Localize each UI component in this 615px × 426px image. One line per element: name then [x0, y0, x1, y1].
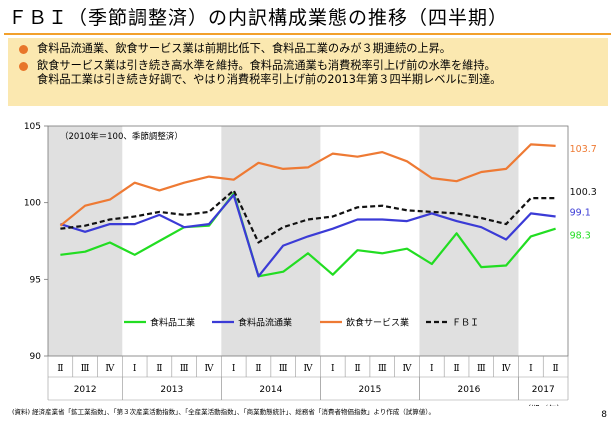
legend-label: 食料品流通業 — [238, 317, 292, 329]
quarter-label: Ⅱ — [255, 364, 261, 374]
quarter-label: Ⅰ — [232, 364, 236, 374]
bullet-dot-icon — [19, 45, 28, 54]
y-tick-label: 95 — [30, 275, 41, 285]
y-tick-label: 100 — [24, 199, 41, 209]
year-band — [419, 126, 519, 356]
quarter-label: Ⅳ — [502, 364, 512, 374]
year-band — [221, 126, 321, 356]
series-line — [60, 189, 556, 244]
quarter-label: Ⅰ — [430, 364, 434, 374]
quarter-label: Ⅱ — [57, 364, 63, 374]
quarter-label: Ⅳ — [403, 364, 413, 374]
quarter-label: Ⅱ — [354, 364, 360, 374]
quarter-label: Ⅰ — [331, 364, 335, 374]
title-underline — [4, 33, 611, 35]
summary-bullet-text: 食料品流通業、飲食サービス業は前期比低下、食料品工業のみが３期連続の上昇。 — [37, 42, 451, 55]
series-end-label: 98.3 — [570, 231, 591, 242]
quarter-label: Ⅱ — [553, 364, 559, 374]
summary-bullet-text: 飲食サービス業は引き続き高水準を維持。食料品流通業も消費税率引上げ前の水準を維持… — [37, 59, 502, 86]
fbi-line-chart: 90 95 100 105 （2010年＝100、季節調整済） Ⅱ Ⅲ Ⅳ Ⅰ Ⅱ Ⅲ Ⅳ Ⅰ Ⅱ Ⅲ Ⅳ Ⅰ Ⅱ… — [24, 122, 597, 406]
quarter-label: Ⅰ — [529, 364, 533, 374]
summary-bullet: 飲食サービス業は引き続き高水準を維持。食料品流通業も消費税率引上げ前の水準を維持… — [14, 59, 602, 87]
quarter-label: Ⅲ — [279, 364, 288, 374]
quarter-label: Ⅳ — [304, 364, 314, 374]
source-note: (資料) 経済産業省「鉱工業指数」、「第３次産業活動指数」、「全産業活動指数」、… — [12, 408, 436, 416]
quarter-label: Ⅳ — [204, 364, 214, 374]
quarter-label: Ⅱ — [156, 364, 162, 374]
quarter-label: Ⅲ — [378, 364, 387, 374]
chart-note: （2010年＝100、季節調整済） — [60, 131, 183, 142]
year-label: 2013 — [160, 385, 183, 395]
quarter-label: Ⅲ — [180, 364, 189, 374]
quarter-label: Ⅱ — [454, 364, 460, 374]
bullet-dot-icon — [19, 62, 28, 71]
quarter-label: Ⅳ — [105, 364, 115, 374]
page-number: 8 — [601, 410, 607, 420]
year-label: 2014 — [259, 385, 282, 395]
year-label: 2015 — [358, 385, 381, 395]
series-line — [60, 192, 556, 278]
page-title: ＦＢＩ（季節調整済）の内訳構成業態の推移（四半期） — [8, 7, 509, 29]
series-line — [60, 193, 556, 278]
series-line — [59, 143, 556, 227]
year-label: 2016 — [457, 385, 480, 395]
summary-box: 食料品流通業、飲食サービス業は前期比低下、食料品工業のみが３期連続の上昇。 飲食… — [8, 38, 608, 106]
year-label: 2017 — [532, 385, 555, 395]
legend-label: 食料品工業 — [150, 317, 195, 329]
plot-frame — [47, 125, 569, 357]
summary-bullet: 食料品流通業、飲食サービス業は前期比低下、食料品工業のみが３期連続の上昇。 — [14, 42, 602, 56]
year-band — [48, 126, 123, 356]
legend-label: 飲食サービス業 — [346, 317, 409, 329]
series-end-label: 99.1 — [570, 207, 591, 218]
series-end-label: 100.3 — [570, 187, 597, 198]
period-unit-label: （期／年） — [522, 404, 565, 406]
quarter-label: Ⅲ — [477, 364, 486, 374]
y-tick-label: 90 — [30, 352, 42, 362]
series-end-label: 103.7 — [570, 144, 597, 155]
y-tick-label: 105 — [24, 122, 41, 132]
year-label: 2012 — [74, 385, 97, 395]
quarter-label: Ⅲ — [81, 364, 90, 374]
legend-label: ＦＢＩ — [452, 319, 479, 329]
quarter-label: Ⅰ — [133, 364, 137, 374]
